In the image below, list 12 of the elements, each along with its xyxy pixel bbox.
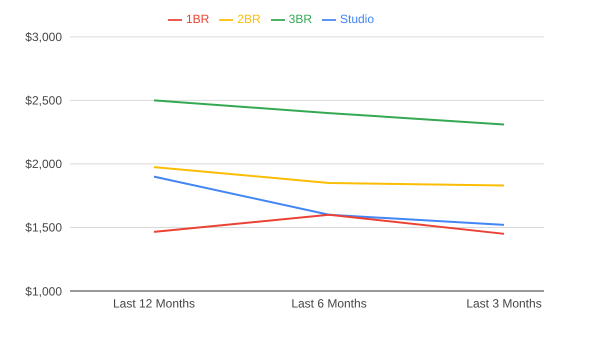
x-tick-label: Last 3 Months xyxy=(466,296,542,311)
legend-label: 1BR xyxy=(186,12,210,26)
y-tick-label: $1,000 xyxy=(25,284,62,298)
x-tick-label: Last 12 Months xyxy=(112,296,196,311)
legend-label: 3BR xyxy=(288,12,312,26)
y-tick-label: $2,500 xyxy=(25,94,62,108)
legend-label: Studio xyxy=(340,12,374,26)
x-tick-label: Last 6 Months xyxy=(291,296,367,311)
y-tick-label: $3,000 xyxy=(25,30,62,44)
legend-label: 2BR xyxy=(237,12,261,26)
y-tick-label: $1,500 xyxy=(25,220,62,235)
y-tick-label: $2,000 xyxy=(25,157,62,172)
